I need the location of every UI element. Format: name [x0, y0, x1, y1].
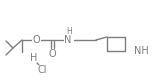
Text: O: O: [32, 35, 40, 45]
Text: H: H: [30, 53, 38, 63]
Text: N: N: [64, 35, 72, 45]
Text: H: H: [66, 27, 72, 37]
Text: NH: NH: [134, 46, 149, 56]
Text: O: O: [48, 49, 56, 59]
Text: Cl: Cl: [37, 65, 47, 75]
